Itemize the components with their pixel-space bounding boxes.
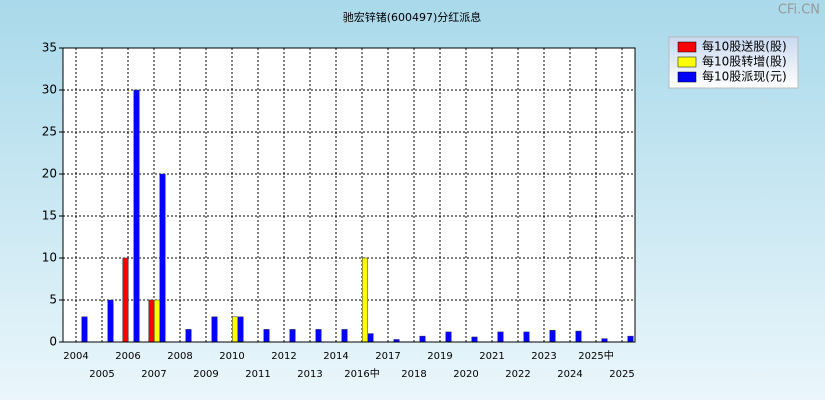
bar [154,299,160,343]
bar [237,316,244,343]
bar [575,330,582,343]
bar [232,316,238,343]
bar [471,336,478,343]
y-tick-label: 20 [42,167,57,181]
x-tick-label: 2019 [427,351,452,362]
bar [122,257,129,343]
x-tick-label: 2004 [63,351,88,362]
x-tick-label: 2010 [219,351,244,362]
x-tick-label: 2014 [323,351,348,362]
bar [107,299,114,343]
x-tick-label: 2020 [453,369,478,380]
legend-swatch [677,41,697,53]
x-tick-label: 2022 [505,369,530,380]
bar [81,316,88,343]
bar [315,329,322,343]
legend-label: 每10股送股(股) [702,39,787,54]
legend-swatch [677,56,697,68]
watermark: CFi.CN [778,3,820,18]
x-tick-label: 2016中 [344,367,379,380]
x-tick-label: 2024 [557,369,582,380]
bar [497,331,504,343]
legend-label: 每10股转增(股) [702,54,787,69]
bar [367,333,374,343]
legend-swatch [677,71,697,83]
y-tick-label: 30 [42,83,57,97]
bar [445,331,452,343]
plot-area [63,48,635,342]
bar [523,331,530,343]
y-tick-label: 15 [42,209,57,223]
x-tick-label: 2006 [115,351,140,362]
bar [211,316,218,343]
bar [263,329,270,343]
x-tick-label: 2017 [375,351,400,362]
y-tick-label: 10 [42,251,57,265]
x-tick-label: 2011 [245,369,270,380]
x-tick-label: 2009 [193,369,218,380]
legend-label: 每10股派现(元) [702,69,787,84]
x-tick-label: 2005 [89,369,114,380]
bar [148,299,155,343]
y-tick-label: 35 [42,41,57,55]
x-tick-label: 2023 [531,351,556,362]
bar [159,173,166,343]
y-tick-label: 0 [49,335,57,349]
bar [341,329,348,343]
x-tick-label: 2021 [479,351,504,362]
plot-frame [62,47,636,343]
bar [627,335,634,343]
x-tick-label: 2018 [401,369,426,380]
x-tick-label: 2025 [609,369,634,380]
x-tick-label: 2013 [297,369,322,380]
bar [419,335,426,343]
bar [133,89,140,343]
y-tick-label: 25 [42,125,57,139]
y-tick-label: 5 [49,293,57,307]
x-tick-label: 2008 [167,351,192,362]
bar [549,329,556,343]
bar [289,329,296,343]
bar [185,329,192,343]
x-tick-label: 2012 [271,351,296,362]
bar [362,257,368,343]
bar [601,338,608,343]
chart-title: 驰宏锌锗(600497)分红派息 [343,10,482,24]
x-tick-label: 2007 [141,369,166,380]
x-tick-label: 2025中 [578,349,613,362]
